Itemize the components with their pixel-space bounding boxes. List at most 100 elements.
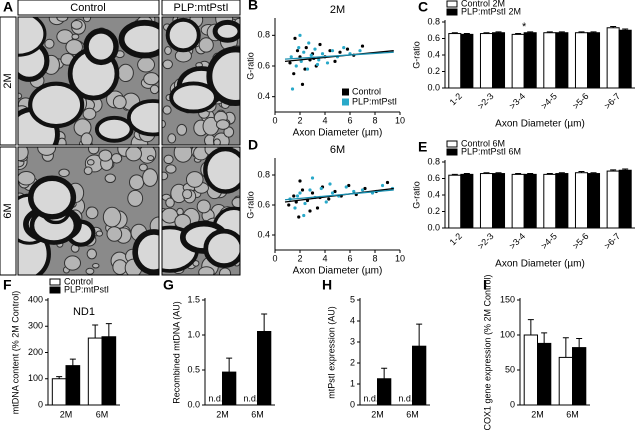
bar (606, 170, 620, 229)
data-point (363, 186, 367, 191)
legend-swatch (446, 0, 458, 8)
row-header (0, 146, 17, 276)
x-tick-label: 0 (272, 253, 277, 263)
y-tick-label: 300 (28, 321, 43, 331)
data-point (295, 49, 300, 53)
bar (101, 336, 117, 406)
small-axon (104, 173, 116, 184)
data-point (307, 41, 311, 45)
data-point (288, 61, 292, 65)
small-axon (165, 197, 175, 208)
column-label: PLP:mtPstI (173, 2, 228, 14)
data-point (309, 53, 313, 57)
small-axon (196, 199, 211, 214)
small-axon (138, 163, 148, 172)
y-tick-label: 400 (28, 294, 43, 304)
bar (479, 33, 494, 89)
small-axon (162, 171, 169, 181)
panel-letter: I (483, 277, 487, 293)
data-point (308, 188, 312, 192)
trend-line (284, 189, 394, 201)
legend-label: Control (352, 86, 381, 96)
data-point (380, 183, 385, 188)
bar (377, 378, 392, 406)
data-point (305, 67, 310, 71)
small-axon (88, 147, 100, 155)
y-axis-label: G-ratio (411, 41, 421, 69)
legend-label: Control 2M (461, 0, 505, 8)
legend-swatch (446, 148, 458, 156)
myelinated-axon (132, 229, 159, 275)
myelinated-axon (118, 19, 159, 59)
small-axon (85, 206, 99, 220)
data-point (330, 49, 335, 53)
small-axon (70, 19, 83, 30)
panel-letter: B (248, 0, 258, 13)
panel-letter: D (248, 137, 258, 153)
y-tick-label: 1 (350, 378, 355, 388)
data-point (342, 46, 346, 50)
micrograph-frame (17, 146, 160, 276)
legend-label: PLP:mtPstI 2M (461, 6, 521, 16)
y-axis-label: COX1 gene expression (% 2M Control) (482, 274, 492, 430)
small-axon (146, 155, 155, 161)
data-point (315, 206, 320, 210)
error-bar (92, 324, 99, 339)
panel-letter: C (418, 0, 428, 15)
micrograph (162, 147, 240, 275)
error-bar (416, 323, 423, 347)
bar (523, 173, 537, 229)
small-axon (18, 170, 36, 186)
x-tick-label: >6-7 (602, 91, 622, 111)
error-bar (562, 337, 569, 358)
data-point (287, 203, 291, 207)
y-tick-label: 0.2 (427, 206, 440, 216)
myelinated-axon (83, 28, 119, 66)
y-tick-label: 0.0 (427, 222, 440, 232)
chart-title: 2M (330, 4, 345, 16)
bar (606, 27, 620, 89)
data-point (360, 188, 365, 192)
error-bar (541, 332, 548, 344)
small-axon (83, 166, 93, 176)
micrograph (18, 147, 159, 275)
legend-label: PLP:mtPstI 6M (461, 146, 521, 156)
row-label: 2M (2, 73, 14, 88)
x-tick-label: 6M (566, 409, 579, 419)
data-point (289, 55, 293, 59)
bar (555, 173, 569, 229)
small-axon (56, 17, 69, 22)
x-tick-label: >3-4 (507, 231, 527, 251)
y-axis-label: G-ratio (245, 52, 255, 80)
y-tick-label: 4 (350, 315, 355, 325)
small-axon (112, 95, 127, 110)
y-tick-label: 0.6 (257, 199, 270, 209)
legend-label: PLP:mtPstI (64, 284, 109, 294)
y-tick-label: 0.6 (427, 173, 440, 183)
legend-label: PLP:mtPstI (352, 96, 397, 106)
myelinated-axon (169, 81, 218, 114)
y-tick-label: 5 (350, 294, 355, 304)
data-point (333, 59, 337, 64)
small-axon (86, 159, 95, 166)
data-point (298, 191, 302, 195)
error-bar (576, 338, 583, 348)
bar (448, 33, 462, 89)
data-point (328, 182, 332, 186)
panel-letter: G (163, 277, 174, 293)
data-point (298, 179, 302, 183)
x-tick-label: >4-5 (539, 231, 559, 251)
small-axon (82, 107, 97, 121)
x-tick-label: >6-7 (602, 231, 622, 251)
micrograph-frame (17, 16, 160, 146)
data-point (324, 200, 328, 204)
x-tick-label: >2-3 (476, 231, 496, 251)
x-tick-label: 8 (372, 115, 377, 125)
value-label: n.d. (398, 393, 413, 403)
panel-letter: E (418, 139, 427, 155)
y-tick-label: 0.8 (427, 156, 440, 166)
bar (492, 32, 506, 89)
data-point (302, 213, 306, 218)
y-tick-label: 0.8 (257, 30, 270, 40)
bar (222, 371, 237, 406)
